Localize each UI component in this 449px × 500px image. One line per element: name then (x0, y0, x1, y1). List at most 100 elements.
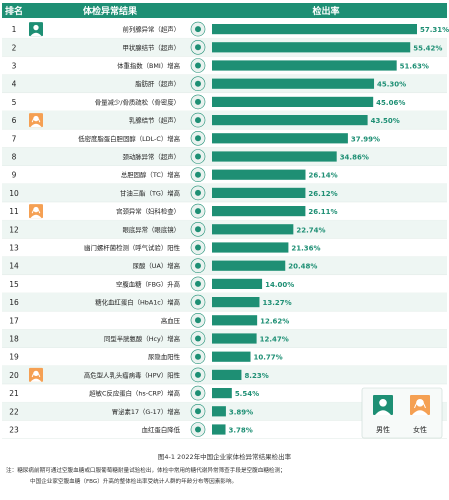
rank-label: 1 (12, 25, 17, 34)
category-label: 眼底异常（眼底镜） (122, 225, 180, 234)
female-icon (29, 367, 43, 382)
header-background (2, 3, 447, 18)
legend-female-label: 女性 (413, 425, 427, 434)
bar (212, 151, 337, 162)
bar (212, 424, 226, 435)
bar (212, 333, 257, 344)
category-label: 宫颈异常（妇科检查） (116, 207, 180, 216)
value-label: 5.54% (235, 390, 259, 398)
value-label: 12.47% (260, 336, 289, 344)
category-label: 超敏C反应蛋白（hs-CRP）增高 (89, 389, 180, 398)
bar (212, 315, 258, 326)
category-icon (190, 222, 206, 237)
category-label: 糖化血红蛋白（HbA1c）增高 (95, 298, 180, 307)
rank-label: 9 (12, 171, 17, 180)
rank-label: 2 (12, 43, 17, 52)
rank-label: 12 (9, 225, 19, 234)
category-icon (190, 112, 206, 128)
category-icon (190, 39, 206, 55)
value-label: 57.31% (420, 26, 449, 34)
rank-label: 11 (9, 207, 19, 216)
category-label: 高危型人乳头瘤病毒（HPV）阳性 (84, 370, 181, 379)
category-label: 尿酸（UA）增高 (133, 261, 180, 270)
value-label: 34.86% (340, 154, 369, 162)
value-label: 22.74% (296, 226, 325, 234)
value-label: 10.77% (254, 354, 283, 362)
bar (212, 187, 306, 198)
female-icon (29, 113, 43, 128)
category-icon (190, 349, 206, 365)
value-label: 8.23% (244, 372, 268, 380)
bar (212, 260, 286, 271)
category-icon (190, 76, 206, 91)
legend: 男性 女性 (361, 387, 443, 439)
rank-label: 7 (12, 134, 17, 143)
category-label: 高血压 (161, 316, 181, 325)
category-icon (190, 149, 206, 164)
value-label: 13.27% (262, 299, 291, 307)
category-icon (190, 58, 206, 73)
note-line-1: 注：糖尿病前期可通过空腹血糖或口服葡萄糖耐量试验检出，体检中常用的糖代谢异常筛查… (6, 466, 286, 474)
value-label: 3.89% (229, 408, 253, 416)
category-label: 前列腺异常（超声） (122, 25, 180, 34)
bar (212, 406, 226, 417)
bar (212, 388, 232, 399)
category-label: 总胆固醇（TC）增高 (121, 170, 180, 179)
category-label: 空腹血糖（FBG）升高 (116, 279, 180, 288)
value-label: 3.78% (229, 427, 253, 435)
rank-label: 4 (12, 80, 17, 89)
category-icon (190, 94, 206, 110)
header-rank: 排名 (5, 5, 23, 17)
legend-male-label: 男性 (376, 425, 390, 434)
bar (212, 242, 289, 253)
bar (212, 224, 294, 235)
legend-female-icon (410, 395, 430, 415)
category-label: 甘油三酯（TG）增高 (120, 188, 180, 197)
bar (212, 369, 242, 380)
rank-label: 5 (12, 98, 17, 107)
category-icon (190, 403, 206, 419)
category-icon (190, 312, 206, 328)
female-icon (29, 204, 43, 219)
bar (212, 351, 251, 362)
value-label: 55.42% (413, 44, 442, 52)
category-label: 体重指数（BMI）增高 (117, 61, 180, 70)
category-icon (190, 276, 206, 292)
bar (212, 278, 263, 289)
category-icon (190, 331, 206, 346)
category-icon (190, 367, 206, 383)
rank-label: 18 (9, 335, 19, 344)
rank-label: 20 (9, 371, 19, 380)
rows: 1 前列腺异常（超声） 57.31% 2 甲状腺结节（超声） 55.42% 3 体重指数（BM… (2, 21, 449, 439)
note-line-2: 中国企业家空腹血糖（FBG）升高的整体检出率受统计人群的年龄分布等因素影响。 (30, 477, 237, 485)
category-icon (190, 258, 206, 274)
category-icon (190, 21, 206, 37)
bar (212, 206, 306, 217)
header-item: 体检异常结果 (83, 5, 138, 17)
category-icon (190, 167, 206, 182)
category-label: 乳腺结节（超声） (129, 116, 180, 125)
bar (212, 115, 368, 126)
bar (212, 96, 374, 107)
rank-label: 10 (9, 189, 19, 198)
rank-label: 15 (9, 280, 19, 289)
category-label: 同型半胱氨酸（Hcy）增高 (104, 334, 180, 343)
table-header: 排名 体检异常结果 检出率 (2, 3, 447, 18)
value-label: 45.06% (376, 99, 405, 107)
rank-label: 14 (9, 262, 19, 271)
bar (212, 78, 375, 89)
bar (212, 169, 306, 180)
rank-label: 6 (12, 116, 17, 125)
category-label: 尿隐血阳性 (148, 352, 181, 361)
rank-label: 8 (12, 153, 17, 162)
category-label: 骨量减少/骨质疏松（骨密度） (95, 97, 180, 106)
male-icon (29, 22, 43, 37)
category-icon (190, 422, 206, 437)
rank-label: 21 (9, 389, 19, 398)
category-icon (190, 240, 206, 255)
category-icon (190, 294, 206, 310)
category-icon (190, 203, 206, 219)
legend-male-icon (373, 395, 393, 415)
value-label: 21.36% (291, 245, 320, 253)
